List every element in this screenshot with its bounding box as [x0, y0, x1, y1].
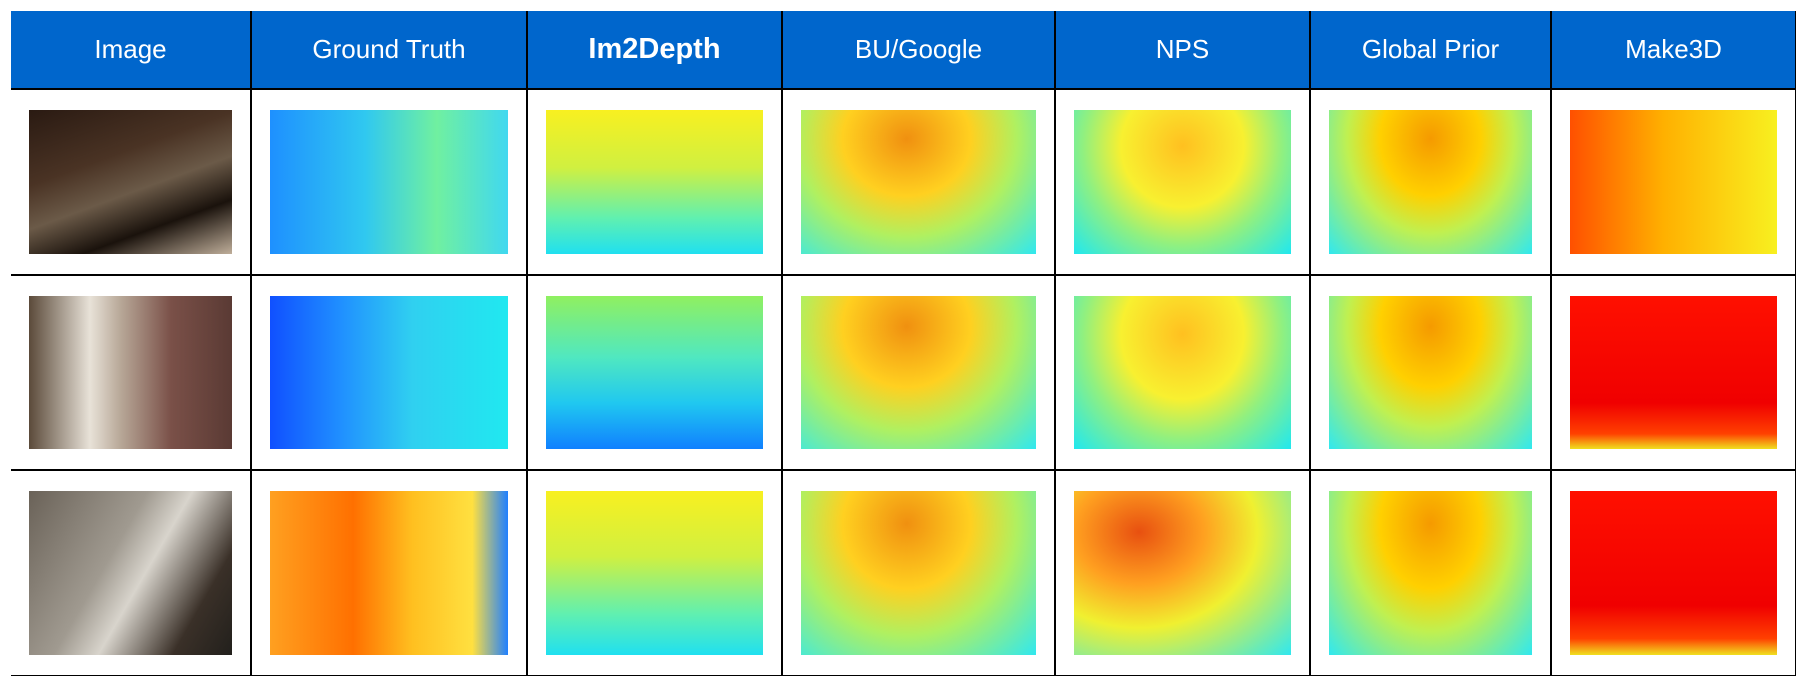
depth-map	[1570, 110, 1777, 254]
depth-map	[546, 491, 763, 655]
page: ImageGround TruthIm2DepthBU/GoogleNPSGlo…	[0, 0, 1796, 676]
column-header: Im2Depth	[528, 11, 781, 88]
input-photo	[29, 110, 232, 254]
table-cell	[1056, 90, 1309, 274]
depth-map	[801, 296, 1036, 449]
table-cell	[1552, 471, 1795, 675]
table-cell	[11, 471, 250, 675]
depth-map	[546, 110, 763, 254]
input-photo	[29, 491, 232, 655]
column-header: BU/Google	[783, 11, 1054, 88]
depth-map	[1570, 491, 1777, 655]
depth-map	[801, 491, 1036, 655]
depth-map	[1570, 296, 1777, 449]
depth-map	[270, 110, 508, 254]
table-cell	[528, 90, 781, 274]
depth-map	[801, 110, 1036, 254]
table-cell	[1311, 276, 1550, 469]
depth-map	[1074, 110, 1291, 254]
table-cell	[252, 276, 526, 469]
depth-map	[1329, 296, 1532, 449]
table-cell	[783, 471, 1054, 675]
column-header: Ground Truth	[252, 11, 526, 88]
table-cell	[528, 471, 781, 675]
table-cell	[1056, 471, 1309, 675]
depth-map	[1074, 296, 1291, 449]
table-cell	[11, 276, 250, 469]
table-cell	[1552, 276, 1795, 469]
input-photo	[29, 296, 232, 449]
depth-map	[1329, 110, 1532, 254]
depth-map	[270, 491, 508, 655]
column-header: Image	[11, 11, 250, 88]
column-header: NPS	[1056, 11, 1309, 88]
table-cell	[783, 90, 1054, 274]
table-cell	[528, 276, 781, 469]
table-cell	[11, 90, 250, 274]
depth-map	[546, 296, 763, 449]
column-header: Make3D	[1552, 11, 1795, 88]
table-cell	[1311, 90, 1550, 274]
depth-map	[1329, 491, 1532, 655]
table-cell	[252, 90, 526, 274]
depth-map	[1074, 491, 1291, 655]
table-cell	[1311, 471, 1550, 675]
table-cell	[1552, 90, 1795, 274]
table-cell	[252, 471, 526, 675]
depth-map	[270, 296, 508, 449]
column-header: Global Prior	[1311, 11, 1550, 88]
table-cell	[783, 276, 1054, 469]
table-cell	[1056, 276, 1309, 469]
